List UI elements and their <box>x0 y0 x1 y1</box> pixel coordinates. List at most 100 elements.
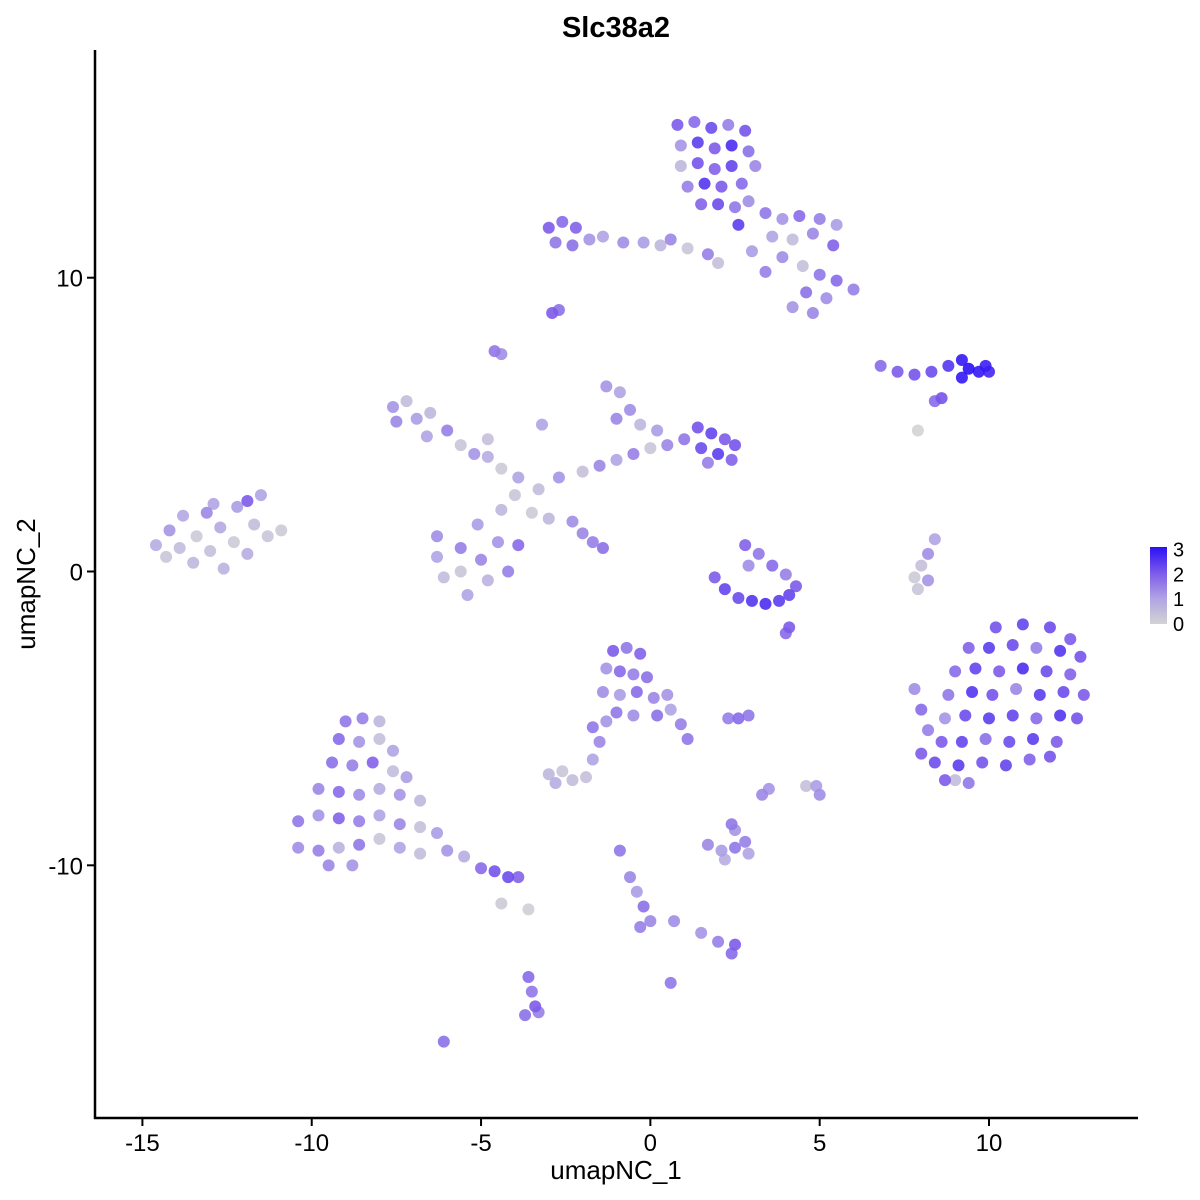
cell-point <box>1057 685 1070 698</box>
cell-point <box>542 221 555 234</box>
cell-point <box>637 900 650 913</box>
cell-point <box>546 306 559 319</box>
cell-point <box>400 771 413 784</box>
cell-point <box>756 788 769 801</box>
cell-point <box>214 521 227 534</box>
cell-point <box>190 530 203 543</box>
cell-point <box>1074 650 1087 663</box>
cell-point <box>830 274 843 287</box>
cell-point <box>681 242 694 255</box>
cell-point <box>698 177 711 190</box>
cell-point <box>525 985 538 998</box>
cell-point <box>959 709 972 722</box>
cell-point <box>1030 712 1043 725</box>
cell-point <box>732 218 745 231</box>
cell-point <box>942 688 955 701</box>
cell-point <box>813 212 826 225</box>
cell-point <box>600 715 613 728</box>
cell-point <box>922 574 935 587</box>
cell-point <box>454 439 467 452</box>
cell-point <box>1033 688 1046 701</box>
cell-point <box>695 442 708 455</box>
cell-point <box>735 177 748 190</box>
color-legend: 0 1 2 3 <box>1150 539 1184 636</box>
cell-point <box>583 233 596 246</box>
cell-point <box>437 571 450 584</box>
cell-point <box>356 712 369 725</box>
cell-point <box>353 838 366 851</box>
cell-point <box>322 859 335 872</box>
cell-point <box>915 703 928 716</box>
cell-point <box>955 371 968 384</box>
cell-point <box>1006 638 1019 651</box>
cell-point <box>613 665 626 678</box>
cell-point <box>708 142 721 155</box>
cell-point <box>373 782 386 795</box>
cell-point <box>813 268 826 281</box>
cell-point <box>962 777 975 790</box>
y-tick-label: 0 <box>70 560 83 587</box>
cell-point <box>366 756 379 769</box>
cell-point <box>292 841 305 854</box>
cell-point <box>715 844 728 857</box>
cell-point <box>742 559 755 572</box>
cell-point <box>217 562 230 575</box>
cell-point <box>874 359 887 372</box>
cell-point <box>400 395 413 408</box>
points-layer <box>149 115 1090 1048</box>
y-tick-label: 10 <box>56 266 83 293</box>
cell-point <box>827 239 840 252</box>
cell-point <box>519 1009 532 1022</box>
cell-point <box>715 180 728 193</box>
cell-point <box>431 827 444 840</box>
cell-point <box>481 433 494 446</box>
cell-point <box>695 198 708 211</box>
cell-point <box>613 844 626 857</box>
cell-point <box>387 744 399 757</box>
cell-point <box>441 424 454 437</box>
cell-point <box>353 815 366 828</box>
cell-point <box>701 248 714 261</box>
cell-point <box>580 771 593 784</box>
cell-point <box>393 788 406 801</box>
cell-point <box>847 283 860 296</box>
cell-point <box>502 565 515 578</box>
cell-point <box>712 935 725 948</box>
cell-point <box>891 365 904 378</box>
cell-point <box>576 527 589 540</box>
cell-point <box>962 362 975 375</box>
cell-point <box>1050 735 1063 748</box>
cell-point <box>983 641 995 654</box>
x-ticks: -15 -10 -5 0 5 10 <box>125 1118 1002 1157</box>
cell-point <box>674 718 687 731</box>
cell-point <box>248 518 261 531</box>
cell-point <box>830 218 843 231</box>
cell-point <box>387 400 399 413</box>
cell-point <box>627 447 640 460</box>
cell-point <box>390 415 403 428</box>
cell-point <box>674 160 687 173</box>
cell-point <box>346 759 359 772</box>
cell-point <box>651 424 664 437</box>
cell-point <box>969 662 982 675</box>
cell-point <box>495 462 508 475</box>
cell-point <box>705 121 718 134</box>
cell-point <box>783 589 796 602</box>
cell-point <box>742 145 755 158</box>
cell-point <box>160 550 173 563</box>
cell-point <box>742 195 755 208</box>
cell-point <box>552 471 565 484</box>
cell-point <box>566 515 579 528</box>
cell-point <box>739 539 752 552</box>
cell-point <box>525 506 538 519</box>
cell-point <box>691 421 704 434</box>
cell-point <box>701 456 714 469</box>
cell-point <box>966 685 979 698</box>
legend-tick-label: 3 <box>1173 539 1184 561</box>
cell-point <box>556 215 569 228</box>
cell-point <box>1071 712 1084 725</box>
cell-point <box>471 518 484 531</box>
cell-point <box>481 450 494 463</box>
cell-point <box>1077 688 1090 701</box>
cell-point <box>773 594 786 607</box>
